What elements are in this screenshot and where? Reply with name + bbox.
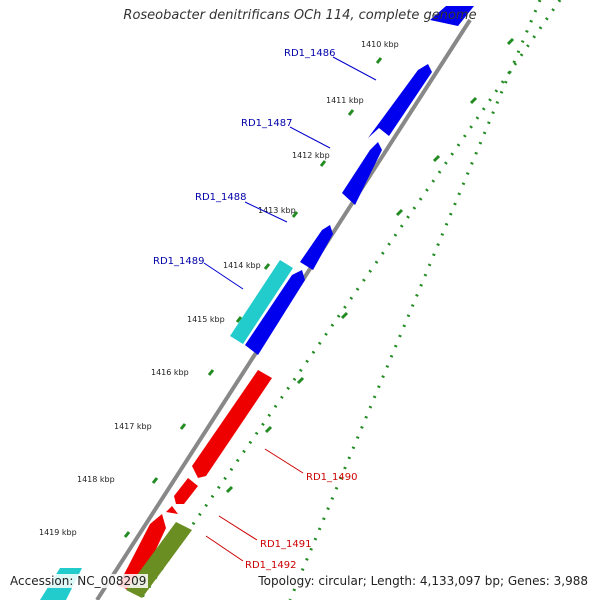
kbp-label: 1413 kbp [258, 206, 296, 215]
label-connectors [203, 56, 377, 562]
kbp-label: 1415 kbp [187, 315, 225, 324]
gene-label-rd1-1492[interactable]: RD1_1492 [245, 560, 296, 571]
inner-tick-ring [138, 0, 562, 600]
gene-label-rd1-1486[interactable]: RD1_1486 [284, 48, 335, 59]
map-title: Roseobacter denitrificans OCh 114, compl… [123, 8, 477, 23]
gene-arrow[interactable] [166, 506, 178, 514]
kbp-labels: 1410 kbp 1411 kbp 1412 kbp 1413 kbp 1414… [39, 40, 399, 537]
kbp-label: 1417 kbp [114, 422, 152, 431]
kbp-label: 1419 kbp [39, 528, 77, 537]
gene-arrow[interactable] [118, 514, 166, 592]
gene-arrow[interactable] [174, 478, 198, 504]
kbp-label: 1410 kbp [361, 40, 399, 49]
gene-arrow[interactable] [300, 225, 333, 270]
inner-ticks [225, 37, 515, 494]
gene-arrow[interactable] [342, 142, 382, 205]
gene-arrow[interactable] [245, 270, 305, 355]
gene-label-rd1-1488[interactable]: RD1_1488 [195, 192, 246, 203]
gene-label-rd1-1489[interactable]: RD1_1489 [153, 256, 204, 267]
gene-labels: RD1_1486 RD1_1487 RD1_1488 RD1_1489 RD1_… [153, 48, 357, 571]
gene-arrow[interactable] [430, 6, 474, 26]
gene-label-rd1-1490[interactable]: RD1_1490 [306, 472, 357, 483]
kbp-label: 1418 kbp [77, 475, 115, 484]
kbp-label: 1416 kbp [151, 368, 189, 377]
cyan-feature[interactable] [230, 260, 293, 344]
gene-arrow[interactable] [368, 64, 432, 138]
reverse-genes [118, 370, 272, 592]
gene-label-rd1-1491[interactable]: RD1_1491 [260, 539, 311, 550]
gene-arrow[interactable] [192, 370, 272, 478]
genome-stats-text: Topology: circular; Length: 4,133,097 bp… [256, 574, 590, 588]
kbp-label: 1411 kbp [326, 96, 364, 105]
forward-genes [245, 6, 474, 355]
kbp-label: 1414 kbp [223, 261, 261, 270]
kbp-ticks [123, 57, 383, 538]
accession-text: Accession: NC_008209 [8, 574, 149, 588]
gene-label-rd1-1487[interactable]: RD1_1487 [241, 118, 292, 129]
kbp-label: 1412 kbp [292, 151, 330, 160]
